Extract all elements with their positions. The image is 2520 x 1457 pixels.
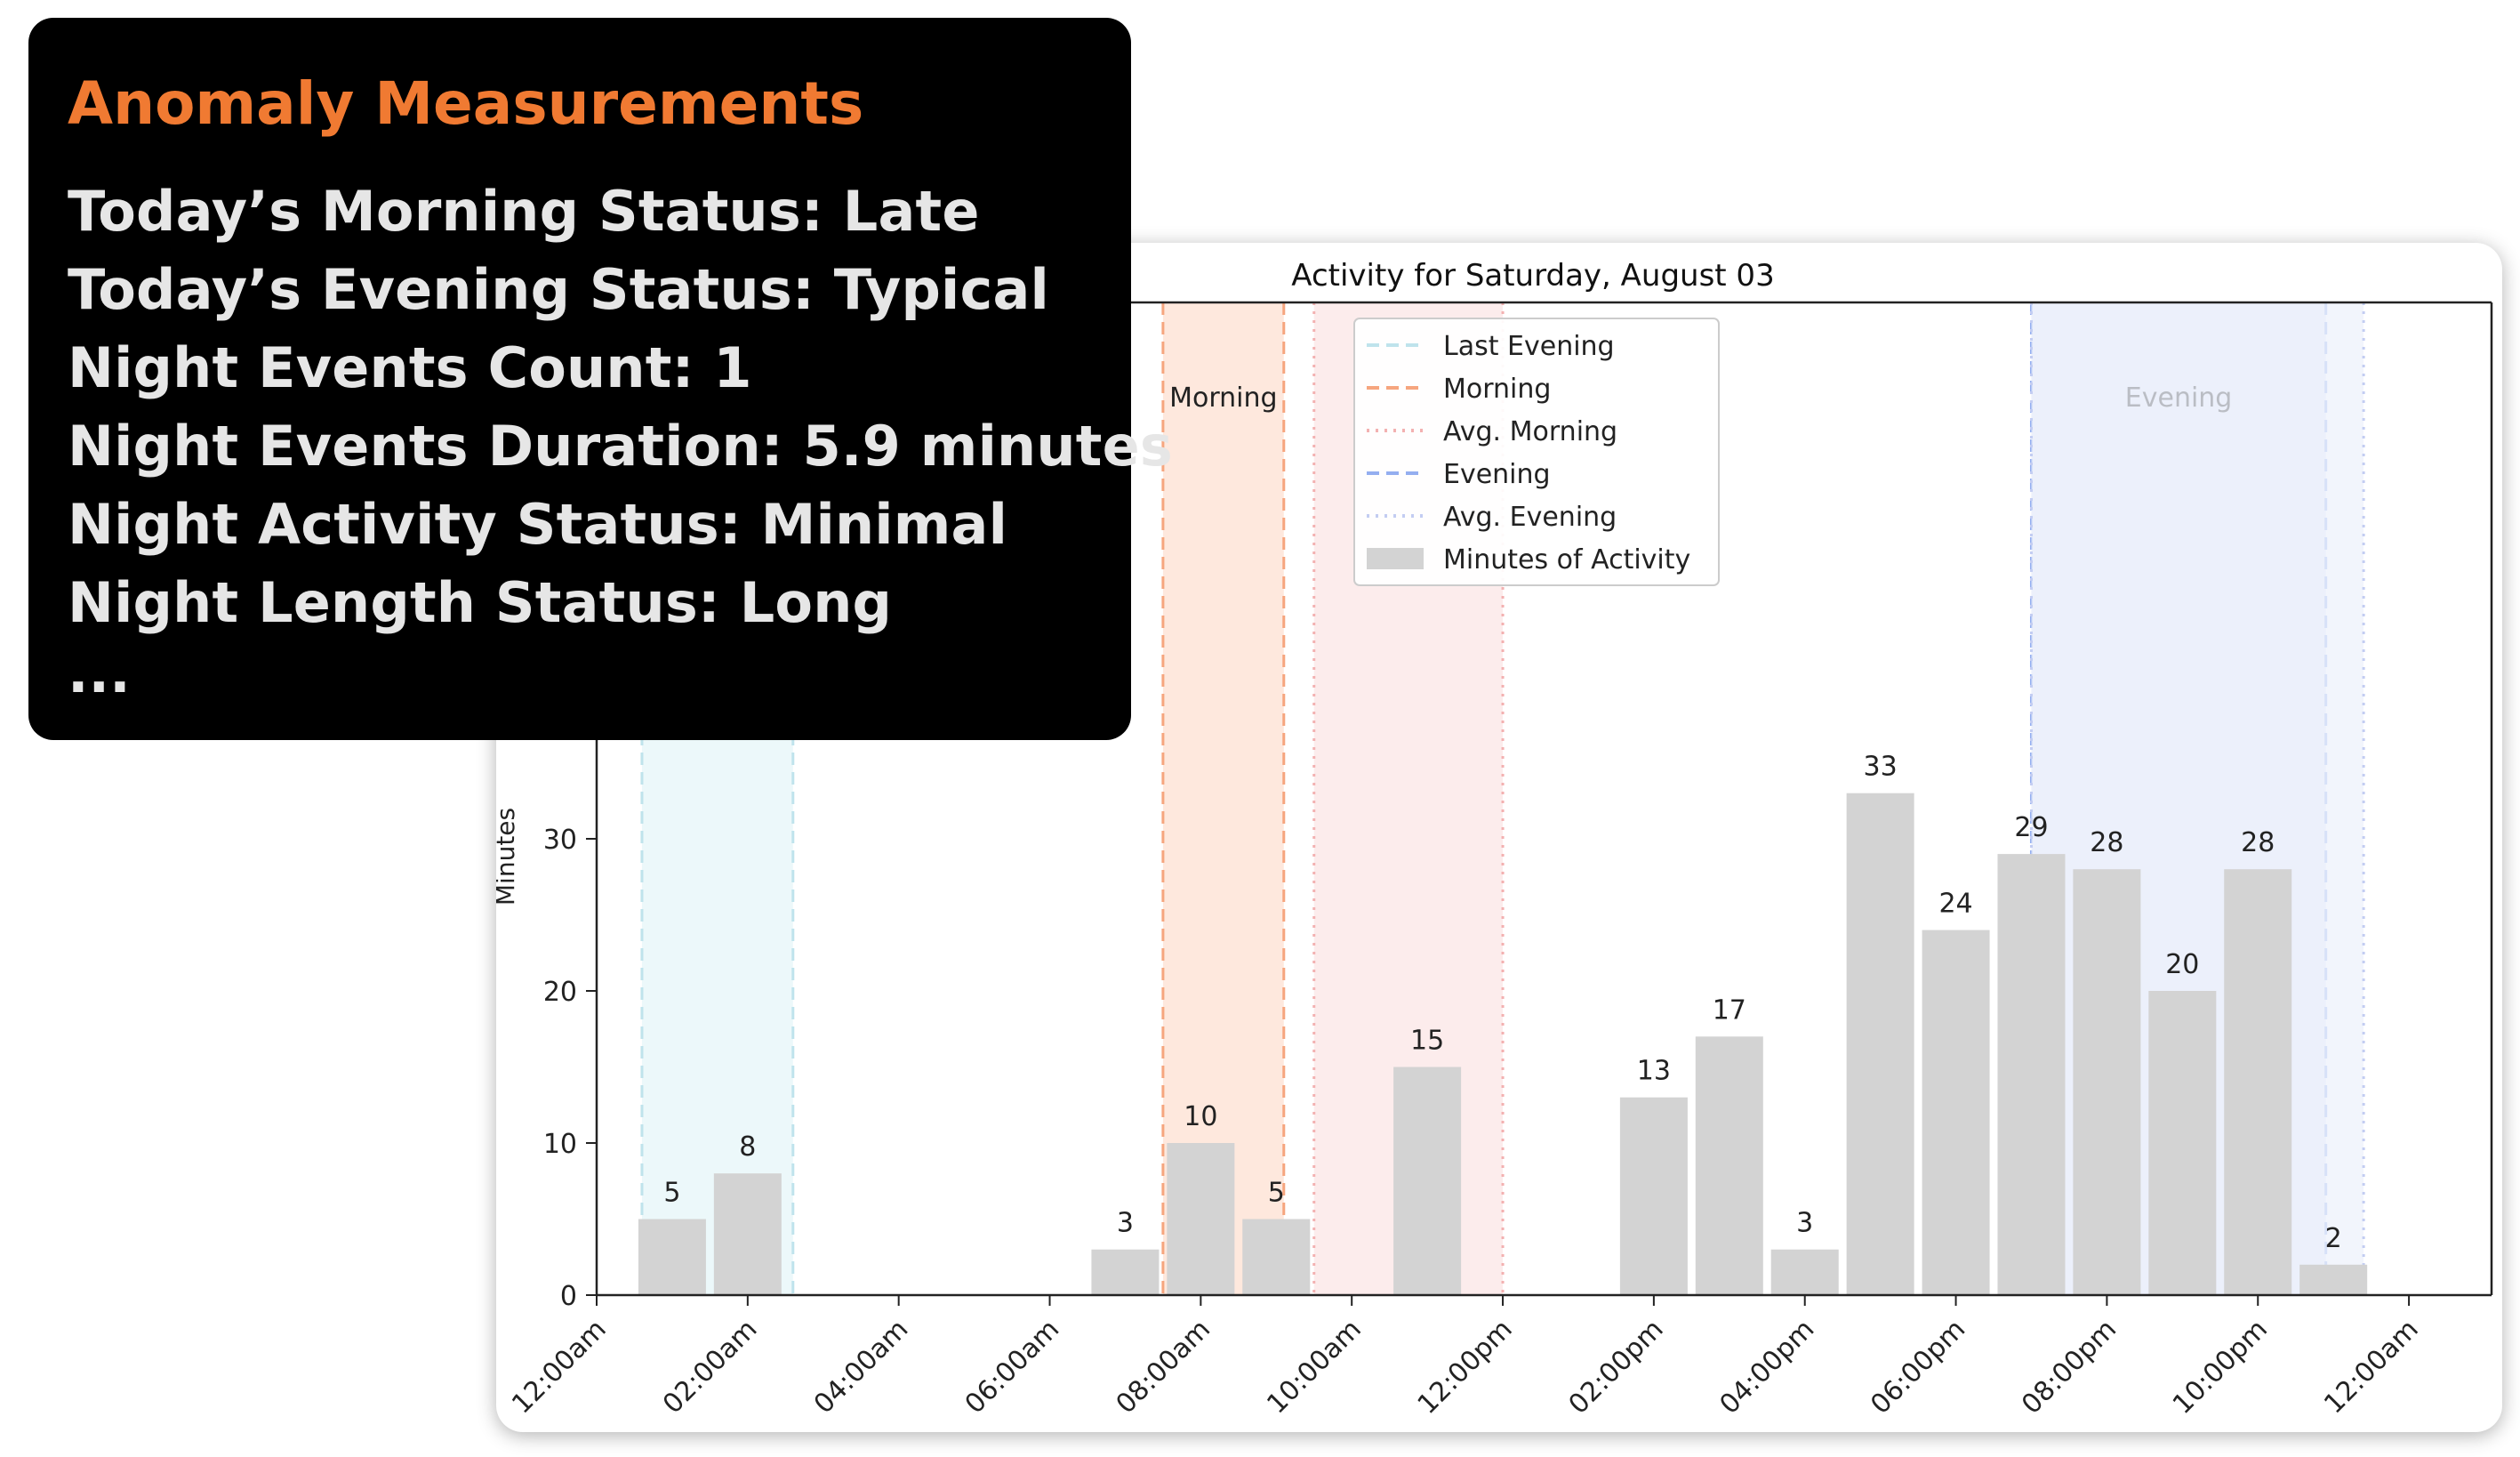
- bar-value-label-4: 5: [1268, 1178, 1285, 1209]
- y-tick-label-10: 10: [543, 1129, 577, 1160]
- night-events-count-line: Night Events Count: 1: [68, 335, 752, 400]
- bar-13: [2148, 991, 2217, 1295]
- bar-value-label-15: 2: [2325, 1223, 2342, 1254]
- bar-value-label-9: 33: [1864, 752, 1898, 783]
- night-activity-status-line: Night Activity Status: Minimal: [68, 492, 1008, 557]
- legend-label-2: Avg. Morning: [1443, 416, 1617, 447]
- bar-value-label-13: 20: [2165, 949, 2199, 980]
- legend-label-3: Evening: [1443, 459, 1551, 490]
- night-length-status-line: Night Length Status: Long: [68, 570, 893, 635]
- legend-label-1: Morning: [1443, 374, 1551, 405]
- bar-2: [1091, 1249, 1160, 1295]
- bar-3: [1167, 1143, 1235, 1295]
- bar-value-label-6: 13: [1637, 1056, 1671, 1087]
- evening-status-line: Today’s Evening Status: Typical: [68, 257, 1049, 322]
- bar-value-label-2: 3: [1117, 1208, 1134, 1239]
- bar-value-label-3: 10: [1184, 1101, 1217, 1132]
- bar-9: [1846, 793, 1914, 1295]
- x-tick-label-10: 08:00pm: [2016, 1314, 2123, 1421]
- x-tick-label-1: 02:00am: [657, 1314, 764, 1421]
- bar-12: [2073, 869, 2141, 1295]
- chart-title: Activity for Saturday, August 03: [1291, 258, 1774, 294]
- anomaly-panel: Anomaly Measurements Today’s Morning Sta…: [28, 18, 1173, 740]
- bar-1: [713, 1173, 782, 1295]
- bar-value-label-0: 5: [663, 1178, 680, 1209]
- x-tick-label-4: 08:00am: [1110, 1314, 1216, 1421]
- activity-chart: Activity for Saturday, August 03 Morning…: [496, 258, 2493, 1421]
- bar-8: [1770, 1249, 1839, 1295]
- legend-label-5: Minutes of Activity: [1443, 544, 1690, 576]
- legend-label-4: Avg. Evening: [1443, 502, 1617, 533]
- bar-11: [1997, 854, 2066, 1295]
- y-tick-label-0: 0: [560, 1281, 577, 1312]
- chart-card: Activity for Saturday, August 03 Morning…: [496, 243, 2502, 1432]
- bar-14: [2224, 869, 2292, 1295]
- bar-value-label-14: 28: [2241, 827, 2275, 858]
- y-tick-label-30: 30: [543, 825, 577, 856]
- bar-value-label-8: 3: [1796, 1208, 1813, 1239]
- bar-0: [638, 1219, 706, 1295]
- x-tick-label-7: 02:00pm: [1563, 1314, 1670, 1421]
- x-tick-label-8: 04:00pm: [1713, 1314, 1820, 1421]
- y-axis-label: Minutes: [496, 808, 520, 906]
- y-tick-label-20: 20: [543, 977, 577, 1008]
- bar-value-label-10: 24: [1938, 889, 1972, 920]
- bar-15: [2299, 1264, 2368, 1295]
- bar-value-label-11: 29: [2014, 812, 2048, 843]
- x-tick-label-6: 12:00pm: [1412, 1314, 1519, 1421]
- bar-4: [1242, 1219, 1311, 1295]
- bar-6: [1619, 1097, 1688, 1295]
- anomaly-panel-title: Anomaly Measurements: [68, 69, 864, 138]
- x-tick-label-12: 12:00am: [2318, 1314, 2425, 1421]
- bar-value-label-5: 15: [1410, 1026, 1444, 1057]
- x-tick-label-5: 10:00am: [1261, 1314, 1368, 1421]
- legend-box: [1353, 318, 1720, 586]
- legend-label-0: Last Evening: [1443, 331, 1615, 362]
- bar-7: [1695, 1036, 1763, 1295]
- bar-value-label-7: 17: [1713, 994, 1746, 1026]
- x-tick-label-3: 06:00am: [959, 1314, 1066, 1421]
- bar-value-label-1: 8: [739, 1131, 756, 1163]
- region-label-morning: Morning: [1169, 382, 1277, 414]
- bar-5: [1393, 1067, 1462, 1295]
- morning-status-line: Today’s Morning Status: Late: [68, 179, 980, 244]
- x-tick-label-2: 04:00am: [808, 1314, 915, 1421]
- night-events-duration-line: Night Events Duration: 5.9 minutes: [68, 414, 1173, 479]
- x-tick-label-9: 06:00pm: [1865, 1314, 1971, 1421]
- region-band-1: [1162, 302, 1284, 1295]
- x-tick-label-0: 12:00am: [506, 1314, 613, 1421]
- bar-10: [1922, 930, 1990, 1295]
- legend-swatch-5: [1367, 548, 1424, 569]
- x-tick-label-11: 10:00pm: [2167, 1314, 2274, 1421]
- bar-value-label-12: 28: [2090, 827, 2123, 858]
- more-ellipsis: ...: [68, 640, 131, 705]
